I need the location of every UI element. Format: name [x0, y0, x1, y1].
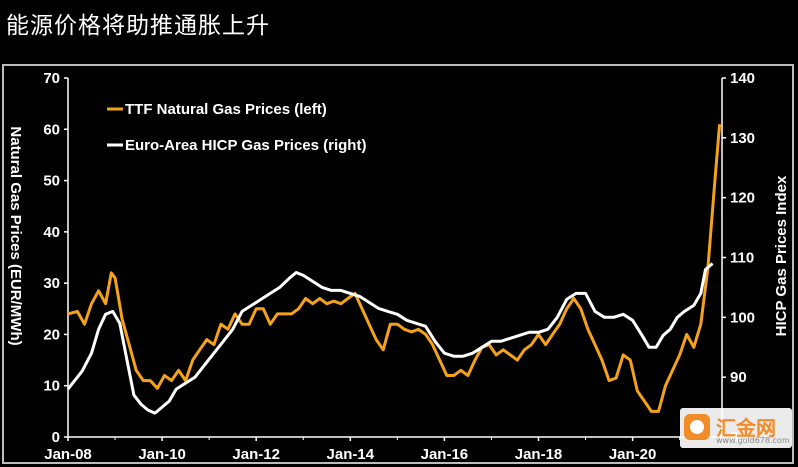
- y-left-tick-label: 40: [43, 224, 60, 241]
- watermark-url: www.gold678.com: [716, 436, 790, 445]
- y-right-tick-label: 130: [730, 130, 755, 147]
- x-tick-label: Jan-20: [609, 446, 657, 463]
- y-left-tick-label: 70: [43, 70, 60, 87]
- legend-label-ttf: TTF Natural Gas Prices (left): [125, 101, 327, 118]
- y-right-tick-label: 90: [730, 369, 747, 386]
- x-tick-label: Jan-12: [232, 446, 280, 463]
- x-tick-label: Jan-14: [327, 446, 375, 463]
- x-tick-label: Jan-10: [138, 446, 186, 463]
- y-left-tick-label: 60: [43, 121, 60, 138]
- y-right-tick-label: 120: [730, 190, 755, 207]
- watermark: 汇金网 www.gold678.com: [680, 408, 792, 448]
- y-left-tick-label: 30: [43, 275, 60, 292]
- page-title: 能源价格将助推通胀上升: [6, 13, 270, 39]
- y-right-tick-label: 110: [730, 250, 754, 267]
- series-line-hicp: [66, 262, 714, 415]
- legend-label-hicp: Euro-Area HICP Gas Prices (right): [125, 137, 366, 154]
- x-tick-label: Jan-08: [44, 446, 92, 463]
- y-right-tick-label: 140: [730, 70, 755, 87]
- x-tick-label: Jan-18: [515, 446, 563, 463]
- y-axis-label-right: HICP Gas Prices Index: [773, 175, 790, 336]
- watermark-logo-icon: [684, 414, 710, 440]
- y-left-tick-label: 50: [43, 173, 60, 190]
- y-right-tick-label: 100: [730, 309, 755, 326]
- x-tick-label: Jan-16: [421, 446, 469, 463]
- y-left-tick-label: 20: [43, 326, 60, 343]
- series-line-ttf: [67, 124, 722, 413]
- watermark-brand: 汇金网: [716, 416, 776, 440]
- chart-frame: [2, 64, 794, 464]
- y-left-tick-label: 10: [43, 378, 60, 395]
- y-left-tick-label: 0: [52, 429, 60, 446]
- y-axis-label-left: Natural Gas Prices (EUR/MWh): [7, 126, 24, 345]
